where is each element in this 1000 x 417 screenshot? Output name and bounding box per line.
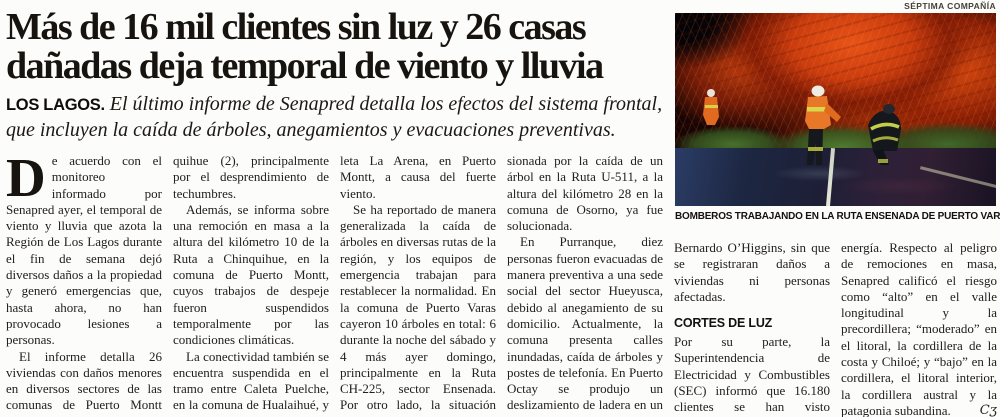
news-photo bbox=[675, 13, 996, 206]
body-column-2: quihue (2), principalmente por el despre… bbox=[173, 153, 329, 417]
photo-credit: SÉPTIMA COMPAÑÍA bbox=[904, 1, 996, 11]
photo-caption: BOMBEROS TRABAJANDO EN LA RUTA ENSENADA … bbox=[675, 210, 1000, 222]
photo-road-reflections bbox=[675, 155, 996, 206]
headline-line-1: Más de 16 mil clientes sin luz y 26 casa… bbox=[6, 6, 587, 48]
section-subhead-cortes-de-luz: CORTES DE LUZ bbox=[674, 316, 773, 331]
paragraph: En Purranque, diez personas fueron evacu… bbox=[507, 234, 663, 417]
paragraph: energía. Respecto al peligro de remocion… bbox=[841, 240, 997, 417]
kicker-los-lagos: LOS LAGOS. bbox=[6, 96, 105, 114]
body-column-4: sionada por la caída de un árbol en la R… bbox=[507, 153, 663, 417]
drop-cap: D bbox=[6, 147, 46, 208]
body-column-5: Bernardo O’Higgins, sin que se registrar… bbox=[674, 240, 830, 417]
photo-firefighters bbox=[703, 85, 901, 165]
headline-line-2: dañadas deja temporal de viento y lluvia bbox=[6, 45, 604, 87]
paragraph: leta La Arena, en Puerto Montt, a causa … bbox=[340, 153, 496, 201]
deck-text: El último informe de Senapred detalla lo… bbox=[6, 93, 663, 141]
paragraph: Se ha reportado de manera generalizada l… bbox=[340, 201, 496, 417]
end-mark: Cʒ bbox=[979, 402, 997, 417]
paragraph: La conectividad también se encuentra sus… bbox=[173, 348, 329, 417]
photo-wet-road bbox=[675, 148, 996, 206]
body-column-3: leta La Arena, en Puerto Montt, a causa … bbox=[340, 153, 496, 417]
paragraph: Bernardo O’Higgins, sin que se registrar… bbox=[674, 240, 830, 304]
paragraph-text: energía. Respecto al peligro de remocion… bbox=[841, 240, 997, 417]
body-column-6: energía. Respecto al peligro de remocion… bbox=[841, 240, 997, 417]
paragraph: Además, se informa sobre una remoción en… bbox=[173, 201, 329, 348]
headline: Más de 16 mil clientes sin luz y 26 casa… bbox=[6, 8, 674, 86]
paragraph-text: e acuerdo con el monitoreo informado por… bbox=[6, 153, 162, 348]
photo-block: SÉPTIMA COMPAÑÍA bbox=[675, 1, 1000, 222]
paragraph: sionada por la caída de un árbol en la R… bbox=[507, 153, 663, 234]
paragraph: quihue (2), principalmente por el despre… bbox=[173, 153, 329, 201]
deck: LOS LAGOS. El último informe de Senapred… bbox=[6, 92, 664, 143]
paragraph: El informe detalla 26 viviendas con daño… bbox=[6, 348, 162, 417]
paragraph: Por su parte, la Superintendencia de Ele… bbox=[674, 334, 830, 417]
